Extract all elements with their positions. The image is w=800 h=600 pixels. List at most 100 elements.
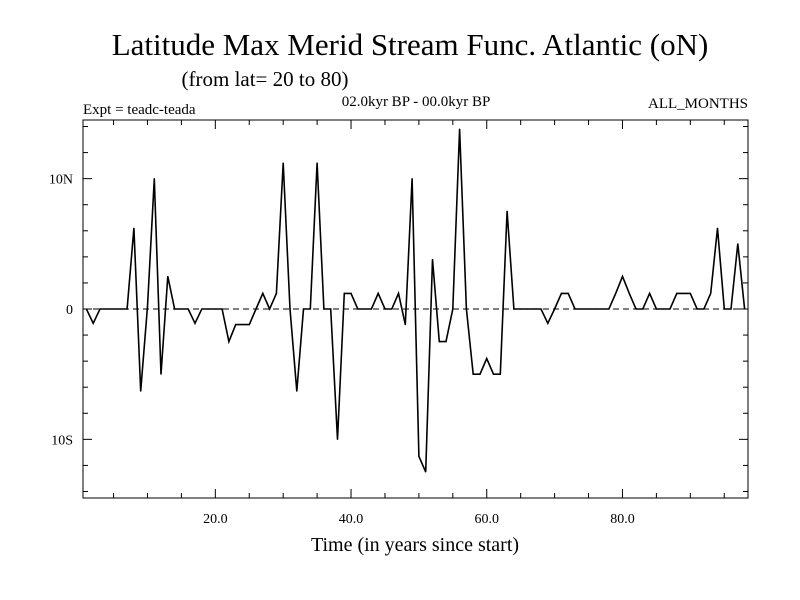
chart-subtitle: (from lat= 20 to 80) [182,67,349,91]
data-point [133,227,135,229]
data-point [207,308,210,310]
axis-tick-labels: 20.0 40.0 60.0 80.0 10N 0 10S [49,173,635,527]
data-point [418,455,420,457]
data-point [411,178,413,180]
data-point [248,324,250,326]
data-point [499,373,501,375]
x-tick-label: 20.0 [203,512,228,527]
data-point [187,308,189,310]
data-point [235,324,237,326]
axis-ticks [83,120,748,498]
data-point [560,292,562,294]
data-point [262,292,264,294]
data-point [547,322,549,324]
data-point [431,258,434,261]
data-point [730,308,732,310]
data-point [486,357,488,360]
data-point [438,340,440,343]
data-point [167,275,169,278]
data-point [716,227,719,229]
data-point [92,322,94,324]
data-point [153,178,155,180]
data-point [391,308,393,310]
data-point [269,308,271,310]
x-axis-label: Time (in years since start) [311,534,519,556]
data-point [737,243,739,245]
data-point [608,308,610,310]
data-point [370,308,372,310]
data-point [85,308,87,310]
data-point [642,308,644,310]
data-point [384,308,386,310]
data-point [479,373,481,375]
data-point [723,308,725,310]
data-point [194,322,196,324]
y-tick-label: 10S [51,433,73,448]
data-point [676,292,678,294]
data-point [241,324,244,326]
data-point [255,308,257,310]
data-point [540,308,542,310]
data-point [696,308,698,310]
chart-title: Latitude Max Merid Stream Func. Atlantic… [112,27,709,62]
data-point [330,308,332,310]
data-point [275,292,277,294]
series-points [85,128,746,473]
data-point [669,308,671,310]
data-point [526,308,529,310]
data-point [465,308,467,310]
data-point [459,128,461,130]
data-point [221,308,223,310]
data-point [628,292,630,294]
data-point [533,308,535,310]
data-point [350,292,352,294]
y-tick-label: 10N [49,173,73,188]
data-point [703,308,705,310]
data-point [140,390,142,392]
data-point [112,308,115,310]
data-point [228,340,230,343]
data-point [574,308,576,310]
data-point [520,308,522,310]
data-point [513,308,515,310]
data-point [180,308,182,310]
data-point [323,308,325,310]
data-point [587,308,590,310]
data-point [744,308,746,310]
data-point [214,308,216,310]
plot-frame [82,119,749,499]
data-point [472,373,474,375]
data-point [160,373,162,375]
x-tick-label: 80.0 [610,512,635,527]
data-point [201,308,203,310]
data-point [554,308,556,310]
data-point [316,162,318,164]
data-point [710,292,712,294]
data-point [377,292,379,294]
series-line [85,129,746,473]
data-point [655,308,657,310]
data-point [357,308,359,310]
data-point [296,390,298,392]
data-point [425,471,427,473]
data-point [99,308,101,310]
data-point [635,308,637,310]
data-point [445,340,447,343]
data-point [506,210,508,212]
data-point [682,292,685,294]
data-point [106,308,108,310]
data-point [146,305,149,307]
data-point [282,162,284,164]
data-point [397,292,400,294]
data-point [621,275,624,278]
data-point [615,292,617,294]
data-point [649,292,651,294]
data-point [581,308,583,310]
x-tick-label: 60.0 [475,512,500,527]
data-point [309,308,311,310]
period-label: 02.0kyr BP - 00.0kyr BP [342,94,491,110]
data-point [452,308,454,310]
data-point [336,438,339,440]
y-tick-label: 0 [66,303,73,318]
